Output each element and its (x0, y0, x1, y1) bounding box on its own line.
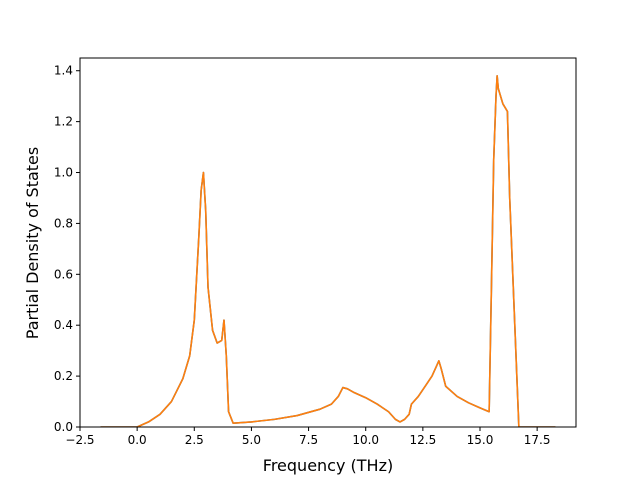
x-tick-label: 15.0 (467, 433, 494, 447)
y-tick-label: 0.4 (54, 318, 73, 332)
x-axis-label: Frequency (THz) (263, 456, 393, 475)
plot-area (100, 75, 556, 427)
x-tick-label: 5.0 (242, 433, 261, 447)
y-axis-label: Partial Density of States (23, 147, 42, 339)
x-tick-label: −2.5 (65, 433, 94, 447)
axes: −2.5 0.0 2.5 5.0 7.5 10.0 12.5 15.0 17.50.00.20.… (54, 57, 577, 447)
y-tick-label: 0.6 (54, 267, 73, 281)
y-tick-label: 1.2 (54, 115, 73, 129)
x-tick-label: 10.0 (352, 433, 379, 447)
x-tick-label: 0.0 (128, 433, 147, 447)
x-tick-label: 17.5 (524, 433, 551, 447)
series-line-2 (100, 75, 556, 427)
y-tick-label: 1.4 (54, 64, 73, 78)
y-tick-label: 1.0 (54, 166, 73, 180)
plot-frame (79, 57, 577, 428)
y-tick-label: 0.2 (54, 369, 73, 383)
x-tick-label: 12.5 (409, 433, 436, 447)
y-tick-label: 0.0 (54, 420, 73, 434)
x-tick-label: 2.5 (185, 433, 204, 447)
x-tick-label: 7.5 (299, 433, 318, 447)
y-tick-label: 0.8 (54, 216, 73, 230)
